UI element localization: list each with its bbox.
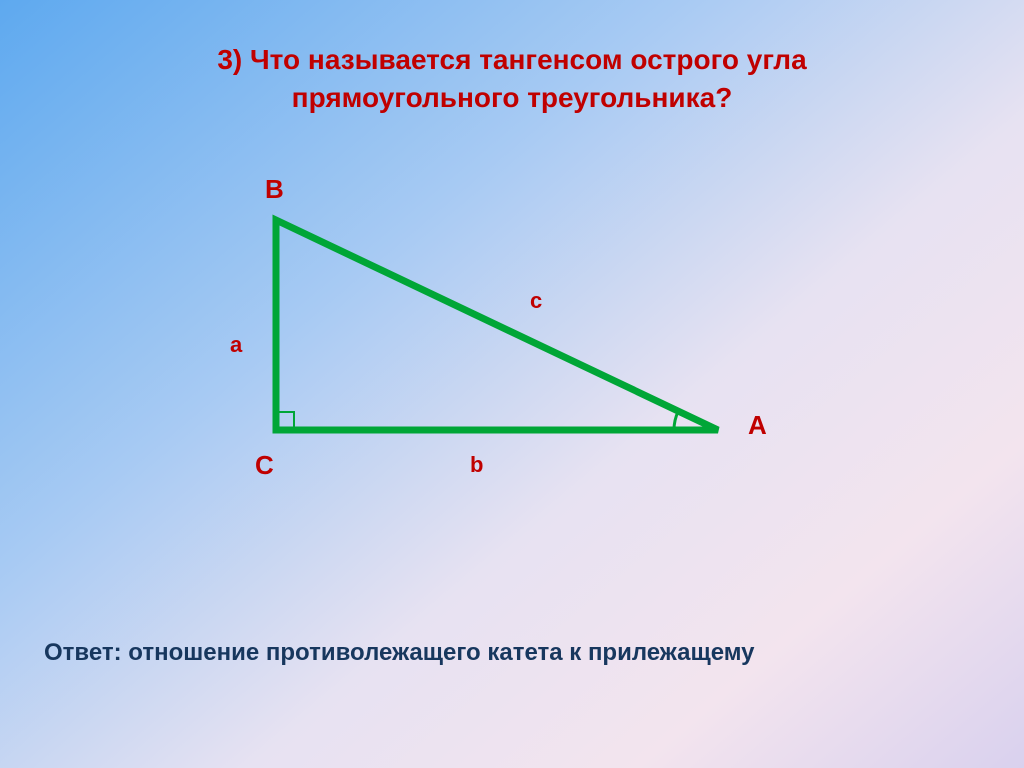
vertex-label-C: C	[255, 450, 274, 481]
triangle-svg	[240, 200, 740, 460]
question-title-line2: прямоугольного треугольника?	[0, 82, 1024, 114]
answer-text: Ответ: отношение противолежащего катета …	[44, 636, 755, 670]
triangle-diagram	[240, 200, 740, 460]
triangle-shape	[276, 220, 718, 430]
side-label-b: b	[470, 452, 483, 478]
slide-content: 3) Что называется тангенсом острого угла…	[0, 0, 1024, 768]
vertex-label-B: B	[265, 174, 284, 205]
side-label-c: c	[530, 288, 542, 314]
vertex-label-A: A	[748, 410, 767, 441]
question-title-line1: 3) Что называется тангенсом острого угла	[0, 44, 1024, 76]
side-label-a: a	[230, 332, 242, 358]
